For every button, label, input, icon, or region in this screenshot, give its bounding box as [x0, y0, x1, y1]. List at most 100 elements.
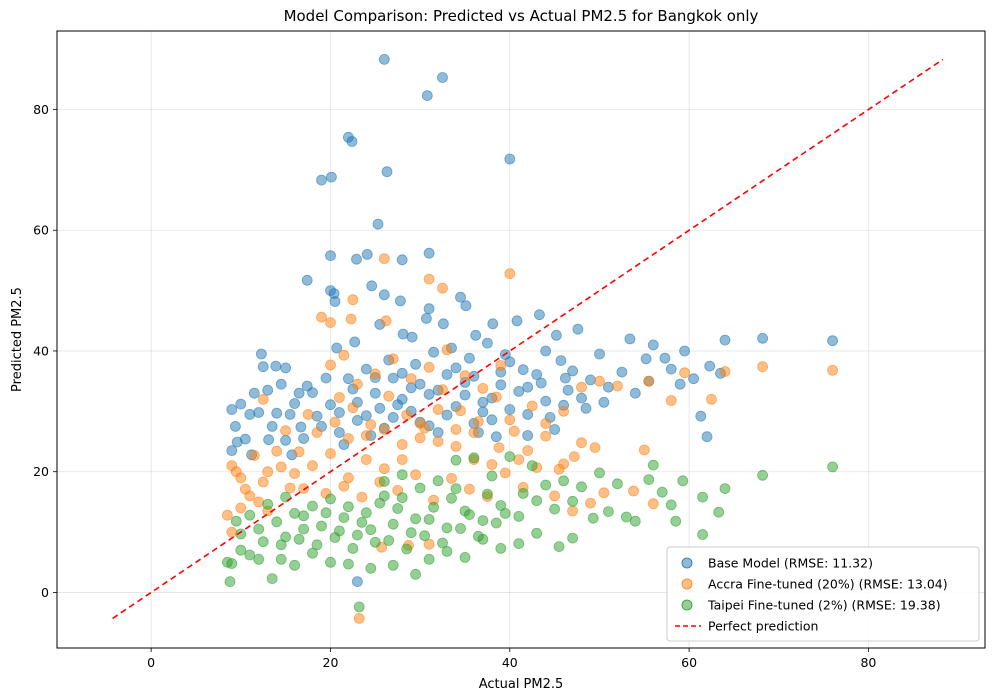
legend-label-taipei-fine-tuned: Taipei Fine-tuned (2%) (RMSE: 19.38): [707, 598, 941, 613]
accra-fine-tuned-point: [446, 472, 457, 484]
accra-fine-tuned-point: [293, 446, 305, 458]
accra-fine-tuned-point: [235, 472, 247, 484]
accra-fine-tuned-point: [490, 391, 502, 403]
taipei-fine-tuned-point: [266, 573, 278, 584]
accra-fine-tuned-point: [221, 509, 233, 521]
taipei-fine-tuned-point: [670, 515, 682, 527]
accra-fine-tuned-point: [441, 344, 453, 356]
base-model-point: [598, 396, 610, 408]
accra-fine-tuned-point: [248, 449, 260, 461]
taipei-fine-tuned-point: [486, 470, 498, 482]
base-model-point: [549, 424, 560, 435]
base-model-point: [255, 348, 267, 360]
base-model-point: [325, 250, 336, 262]
x-tick-label: 40: [502, 655, 518, 670]
base-model-point: [495, 379, 507, 391]
base-model-point: [325, 399, 336, 411]
legend-box: [666, 546, 980, 642]
taipei-fine-tuned-point: [827, 461, 838, 473]
accra-fine-tuned-point: [284, 482, 296, 494]
base-model-point: [534, 309, 545, 321]
base-model-point: [572, 323, 584, 335]
base-model-point: [226, 404, 238, 415]
base-model-point: [329, 296, 341, 307]
base-model-point: [229, 420, 241, 432]
taipei-fine-tuned-point: [262, 498, 274, 510]
base-model-point: [301, 274, 313, 286]
accra-fine-tuned-point: [360, 454, 372, 466]
base-model-point: [351, 576, 363, 587]
accra-fine-tuned-point: [342, 433, 354, 444]
taipei-fine-tuned-point: [414, 482, 426, 494]
y-tick-label: 20: [33, 464, 49, 479]
y-axis-ticks: 0 20 40 60 80: [33, 102, 57, 600]
accra-fine-tuned-point: [594, 375, 605, 387]
base-model-point: [280, 362, 292, 374]
accra-fine-tuned-point: [280, 425, 292, 437]
base-model-point: [487, 318, 499, 330]
accra-fine-tuned-point: [495, 360, 507, 371]
base-model-point: [423, 388, 435, 400]
accra-fine-tuned-point: [638, 444, 650, 456]
accra-fine-tuned-point: [351, 378, 363, 390]
taipei-fine-tuned-point: [450, 483, 462, 495]
accra-fine-tuned-point: [504, 268, 516, 280]
accra-fine-tuned-point: [383, 390, 395, 402]
accra-fine-tuned-point: [432, 436, 444, 447]
taipei-fine-tuned-point: [446, 492, 457, 504]
taipei-fine-tuned-point: [329, 532, 341, 543]
accra-fine-tuned-point: [380, 315, 392, 327]
taipei-fine-tuned-point: [647, 459, 659, 471]
taipei-fine-tuned-point: [450, 454, 462, 466]
accra-fine-tuned-point: [585, 497, 596, 509]
base-model-point: [665, 363, 677, 375]
base-model-point: [827, 335, 838, 347]
base-model-point: [695, 410, 707, 422]
accra-fine-tuned-point: [423, 538, 435, 550]
base-model-point: [437, 318, 449, 330]
base-model-point: [257, 361, 269, 373]
base-model-point: [463, 352, 475, 364]
accra-fine-tuned-point: [437, 384, 448, 396]
accra-fine-tuned-point: [325, 359, 336, 371]
base-model-point: [280, 434, 292, 446]
base-model-point: [378, 289, 390, 301]
base-model-point: [468, 370, 480, 382]
base-model-point: [679, 345, 690, 357]
base-model-point: [351, 253, 362, 265]
taipei-fine-tuned-point: [410, 513, 422, 525]
taipei-fine-tuned-point: [365, 524, 377, 536]
base-model-point: [239, 433, 251, 445]
taipei-fine-tuned-point: [531, 495, 543, 507]
accra-fine-tuned-point: [360, 430, 372, 441]
taipei-fine-tuned-point: [405, 527, 417, 539]
base-model-point: [387, 411, 399, 423]
taipei-fine-tuned-point: [253, 523, 265, 535]
taipei-fine-tuned-point: [665, 499, 677, 511]
taipei-fine-tuned-point: [353, 601, 365, 613]
base-model-point: [406, 331, 418, 343]
base-model-point: [640, 353, 652, 365]
accra-fine-tuned-point: [432, 404, 444, 415]
accra-fine-tuned-point: [477, 382, 489, 394]
taipei-fine-tuned-point: [253, 553, 265, 565]
base-model-point: [244, 408, 256, 420]
base-model-point: [360, 410, 372, 422]
accra-fine-tuned-point: [493, 442, 505, 454]
base-model-point: [410, 358, 422, 370]
taipei-fine-tuned-point: [621, 511, 632, 523]
taipei-fine-tuned-point: [495, 543, 507, 554]
taipei-fine-tuned-point: [325, 493, 336, 505]
base-model-point: [397, 328, 409, 340]
base-model-point: [704, 360, 716, 372]
x-axis-label: Actual PM2.5: [479, 677, 564, 692]
base-model-point: [331, 342, 343, 354]
taipei-fine-tuned-point: [629, 515, 641, 527]
taipei-fine-tuned-point: [558, 475, 569, 487]
accra-fine-tuned-point: [396, 454, 408, 466]
base-model-point: [437, 72, 448, 83]
taipei-fine-tuned-point: [226, 558, 238, 569]
taipei-fine-tuned-point: [517, 487, 529, 499]
taipei-fine-tuned-point: [383, 535, 395, 546]
taipei-fine-tuned-point: [428, 501, 440, 513]
